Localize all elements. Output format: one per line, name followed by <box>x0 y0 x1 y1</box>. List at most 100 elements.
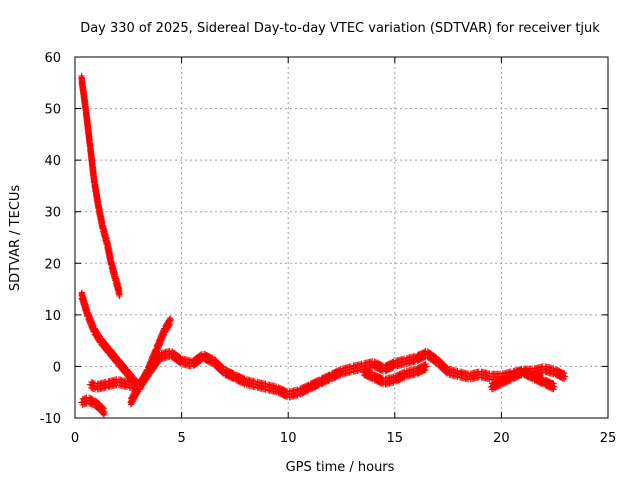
data-point-fill <box>240 374 247 381</box>
data-point-fill <box>401 374 408 381</box>
data-point-fill <box>95 399 102 406</box>
data-point-fill <box>82 400 89 407</box>
data-point-fill <box>160 332 167 339</box>
chart-title: Day 330 of 2025, Sidereal Day-to-day VTE… <box>80 21 600 36</box>
data-point-fill <box>347 369 354 376</box>
x-tick-label: 10 <box>280 431 297 446</box>
y-tick-label: -10 <box>40 412 61 427</box>
data-point-fill <box>121 363 128 370</box>
series-track-f-late <box>359 361 430 388</box>
data-point-fill <box>104 342 111 349</box>
data-point-fill <box>337 372 344 379</box>
y-tick-label: 60 <box>44 51 61 66</box>
data-point-fill <box>90 380 97 387</box>
data-point-fill <box>325 377 332 384</box>
data-point-fill <box>304 388 311 395</box>
y-tick-label: 30 <box>44 206 61 221</box>
data-point <box>101 409 108 416</box>
data-point-fill <box>89 379 96 386</box>
data-point-fill <box>143 373 150 380</box>
points-layer <box>78 72 569 418</box>
data-point-fill <box>166 322 173 329</box>
data-point-fill <box>559 369 566 376</box>
data-point-fill <box>79 402 86 409</box>
data-point-fill <box>102 384 109 391</box>
series-track-a-high <box>78 72 123 299</box>
data-point-fill <box>273 383 280 390</box>
data-point-fill <box>100 404 107 411</box>
grid-layer <box>75 57 608 418</box>
plot-area-border <box>74 56 609 419</box>
data-point-fill <box>80 401 87 408</box>
data-point-fill <box>432 353 439 360</box>
data-point-fill <box>96 332 103 339</box>
x-tick-label: 5 <box>177 431 185 446</box>
x-tick-label: 0 <box>71 431 79 446</box>
series-track-g-end <box>487 366 558 393</box>
data-point-fill <box>400 375 407 382</box>
data-point <box>423 363 430 370</box>
data-point-fill <box>528 369 535 376</box>
data-point <box>551 384 558 391</box>
y-axis-label: SDTVAR / TECUs <box>8 185 23 292</box>
data-point-fill <box>155 358 162 365</box>
data-point-fill <box>389 364 396 371</box>
series-track-c-low <box>78 394 108 418</box>
x-tick-label: 15 <box>387 431 404 446</box>
data-point <box>167 317 174 324</box>
data-point-fill <box>368 369 375 376</box>
data-point-fill <box>496 383 503 390</box>
data-point-fill <box>129 373 136 380</box>
data-point-fill <box>549 379 556 386</box>
data-point-fill <box>443 363 450 370</box>
series-track-e-rising <box>127 315 174 408</box>
data-point-fill <box>506 377 513 384</box>
x-axis-label: GPS time / hours <box>286 460 395 475</box>
data-point-fill <box>378 374 385 381</box>
data-point-fill <box>550 365 557 372</box>
data-point-fill <box>282 387 289 394</box>
data-point-fill <box>294 392 301 399</box>
data-point-fill <box>251 378 258 385</box>
data-point-fill <box>241 375 248 382</box>
data-point-fill <box>314 383 321 390</box>
data-point-fill <box>561 370 568 377</box>
x-tick-label: 25 <box>600 431 617 446</box>
x-tick-label: 20 <box>493 431 510 446</box>
data-point-fill <box>112 353 119 360</box>
data-point-fill <box>86 394 93 401</box>
data-point-fill <box>167 321 174 328</box>
data-point-fill <box>262 380 269 387</box>
data-point-fill <box>336 372 343 379</box>
y-tick-label: 40 <box>44 154 61 169</box>
data-point-fill <box>208 354 215 361</box>
data-point-fill <box>88 395 95 402</box>
data-point-fill <box>100 405 107 412</box>
data-point-fill <box>538 374 545 381</box>
y-tick-label: 0 <box>53 360 61 375</box>
data-point-fill <box>421 367 428 374</box>
data-point-fill <box>87 394 94 401</box>
data-point-fill <box>550 380 557 387</box>
data-point <box>562 373 569 380</box>
y-tick-label: 10 <box>44 309 61 324</box>
data-point-fill <box>152 353 159 360</box>
data-point-fill <box>390 364 397 371</box>
data-point <box>116 291 123 298</box>
data-point-fill <box>454 367 461 374</box>
data-point-fill <box>134 389 141 396</box>
data-point-fill <box>411 359 418 366</box>
data-point-fill <box>390 379 397 386</box>
data-point-fill <box>411 371 418 378</box>
data-point-fill <box>176 353 183 360</box>
data-point-fill <box>229 369 236 376</box>
y-tick-label: 50 <box>44 103 61 118</box>
data-point-fill <box>123 378 130 385</box>
y-tick-label: 20 <box>44 257 61 272</box>
data-point-fill <box>401 361 408 368</box>
data-point-fill <box>88 378 95 385</box>
data-point-fill <box>219 363 226 370</box>
tick-layer: 0 5 10 15 20 25 -10 0 10 20 30 40 50 60 <box>40 51 617 446</box>
data-point-fill <box>422 367 429 374</box>
